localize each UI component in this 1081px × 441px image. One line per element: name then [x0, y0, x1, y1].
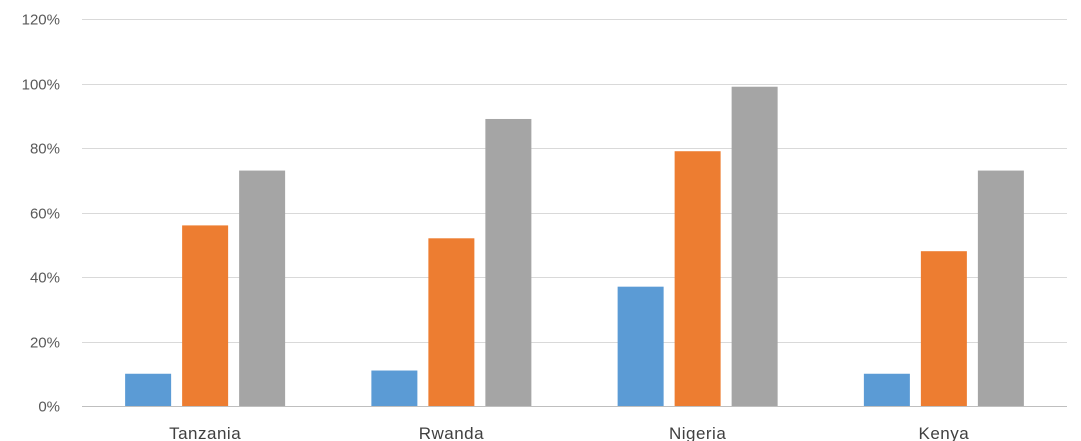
bar-rwanda-series-2: [428, 238, 475, 406]
y-tick-label: 80%: [30, 141, 60, 158]
x-category-label: Kenya: [919, 424, 970, 441]
x-category-label: Tanzania: [169, 424, 241, 441]
y-tick-label: 100%: [22, 77, 60, 94]
y-axis-tick-labels: 0% 20% 40% 60% 80% 100% 120%: [22, 12, 60, 416]
bar-nigeria-series-2: [674, 151, 721, 406]
bar-tanzania-series-1: [125, 373, 172, 406]
x-category-label: Nigeria: [669, 424, 726, 441]
bar-nigeria-series-1: [617, 286, 664, 406]
y-tick-label: 0%: [38, 399, 60, 416]
y-tick-label: 60%: [30, 206, 60, 223]
bar-nigeria-series-3: [731, 86, 778, 406]
bar-tanzania-series-2: [182, 225, 229, 406]
y-tick-label: 20%: [30, 335, 60, 352]
bar-kenya-series-1: [863, 373, 910, 406]
bar-tanzania-series-3: [239, 170, 286, 406]
x-axis-category-labels: Tanzania Rwanda Nigeria Kenya: [169, 424, 969, 441]
bar-kenya-series-3: [977, 170, 1024, 406]
y-tick-label: 40%: [30, 270, 60, 287]
bar-rwanda-series-3: [485, 118, 532, 406]
bar-rwanda-series-1: [371, 370, 418, 406]
bars: [125, 86, 1024, 406]
x-category-label: Rwanda: [419, 424, 484, 441]
bar-kenya-series-2: [920, 251, 967, 406]
y-tick-label: 120%: [22, 12, 60, 29]
gridlines: [82, 19, 1067, 407]
